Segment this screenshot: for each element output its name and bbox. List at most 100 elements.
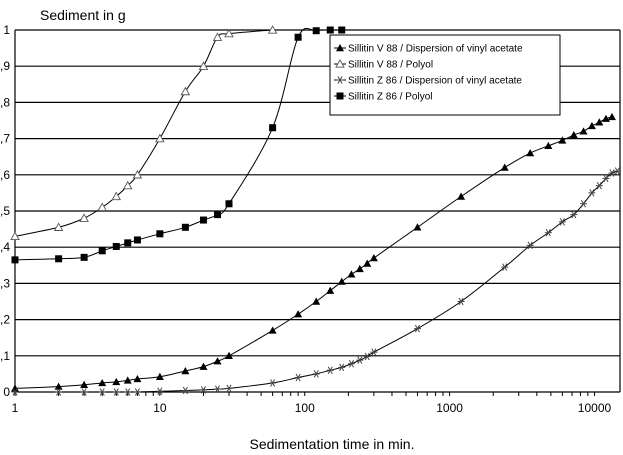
data-point bbox=[558, 136, 567, 144]
legend-label: Sillitin V 88 / Dispersion of vinyl acet… bbox=[348, 44, 523, 55]
data-point bbox=[54, 382, 63, 390]
data-point bbox=[338, 26, 346, 34]
data-point bbox=[607, 112, 616, 121]
data-point bbox=[79, 213, 89, 222]
data-point bbox=[588, 189, 596, 197]
y-axis-title: Sediment in g bbox=[40, 7, 126, 23]
y-tick-label: 0 bbox=[3, 385, 10, 399]
data-point bbox=[369, 254, 378, 262]
x-tick-label: 1 bbox=[12, 401, 19, 415]
data-point bbox=[133, 388, 141, 396]
data-point bbox=[312, 370, 320, 378]
data-point bbox=[457, 297, 465, 306]
data-point bbox=[214, 385, 222, 393]
series-4 bbox=[11, 26, 346, 264]
data-point bbox=[457, 192, 466, 200]
data-point bbox=[294, 373, 302, 382]
y-tick-label: 0,2 bbox=[0, 313, 10, 327]
data-point bbox=[355, 264, 364, 273]
data-point bbox=[356, 356, 364, 364]
legend-marker bbox=[336, 76, 344, 84]
series-line bbox=[14, 29, 273, 237]
series-line bbox=[14, 27, 342, 261]
data-point bbox=[268, 326, 277, 334]
legend: Sillitin V 88 / Dispersion of vinyl acet… bbox=[329, 34, 561, 116]
data-point bbox=[111, 191, 122, 201]
data-point bbox=[526, 149, 535, 157]
data-point bbox=[570, 210, 578, 219]
legend-item: Sillitin V 88 / Dispersion of vinyl acet… bbox=[334, 44, 523, 55]
series-3 bbox=[11, 167, 621, 396]
data-point bbox=[526, 241, 534, 250]
data-point bbox=[413, 324, 421, 333]
data-point bbox=[11, 388, 19, 396]
data-point bbox=[224, 351, 233, 359]
y-tick-label: 0,1 bbox=[0, 349, 10, 363]
data-point bbox=[181, 223, 189, 231]
data-point bbox=[312, 297, 321, 305]
data-point bbox=[10, 231, 20, 240]
data-point bbox=[180, 86, 191, 96]
legend-marker bbox=[335, 59, 345, 68]
data-point bbox=[212, 32, 223, 41]
data-point bbox=[80, 388, 88, 396]
data-point bbox=[326, 286, 335, 294]
data-point bbox=[112, 388, 120, 396]
y-tick-label: 0,6 bbox=[0, 168, 10, 182]
legend-box bbox=[329, 34, 561, 116]
data-point bbox=[181, 386, 189, 395]
y-tick-label: 0,9 bbox=[0, 59, 10, 73]
data-point bbox=[347, 360, 355, 368]
data-point bbox=[579, 127, 588, 135]
x-tick-label: 10 bbox=[153, 401, 167, 415]
data-point bbox=[80, 253, 88, 261]
data-point bbox=[112, 242, 120, 250]
y-tick-label: 0,4 bbox=[0, 240, 10, 254]
x-tick-label: 1000 bbox=[436, 401, 463, 415]
data-point bbox=[363, 352, 371, 361]
legend-label: Sillitin Z 86 / Polyol bbox=[348, 92, 432, 103]
data-point bbox=[98, 247, 106, 255]
data-point bbox=[213, 357, 222, 365]
series-2 bbox=[10, 25, 278, 240]
data-point bbox=[269, 124, 277, 132]
data-point bbox=[112, 377, 121, 386]
data-point bbox=[53, 222, 64, 231]
data-point bbox=[123, 376, 132, 384]
data-point bbox=[558, 218, 566, 226]
data-point bbox=[98, 378, 107, 387]
data-point bbox=[608, 169, 616, 177]
data-point bbox=[587, 121, 596, 130]
data-point bbox=[97, 202, 107, 212]
data-point bbox=[156, 230, 164, 238]
data-point bbox=[133, 374, 142, 383]
legend-marker bbox=[336, 92, 344, 100]
data-point bbox=[224, 28, 234, 38]
data-point bbox=[155, 372, 164, 380]
data-point bbox=[11, 256, 19, 264]
data-point bbox=[199, 386, 207, 394]
data-point bbox=[269, 379, 277, 387]
data-point bbox=[55, 255, 63, 263]
data-point bbox=[294, 33, 302, 41]
data-point bbox=[337, 277, 346, 285]
data-point bbox=[501, 263, 509, 271]
legend-label: Sillitin Z 86 / Dispersion of vinyl acet… bbox=[348, 76, 522, 87]
data-point bbox=[544, 228, 552, 237]
data-point bbox=[198, 61, 209, 70]
data-point bbox=[326, 366, 334, 375]
data-point bbox=[225, 200, 233, 208]
y-tick-label: 0,5 bbox=[0, 204, 10, 218]
data-point bbox=[613, 167, 621, 175]
data-point bbox=[580, 200, 588, 208]
data-point bbox=[155, 133, 165, 143]
x-axis-title: Sedimentation time in min. bbox=[250, 436, 415, 452]
data-point bbox=[294, 310, 303, 318]
series-1 bbox=[11, 112, 616, 392]
legend-label: Sillitin V 88 / Polyol bbox=[348, 60, 433, 71]
data-point bbox=[370, 348, 378, 356]
data-point bbox=[214, 211, 222, 219]
data-point bbox=[98, 388, 106, 396]
data-point bbox=[181, 367, 190, 375]
